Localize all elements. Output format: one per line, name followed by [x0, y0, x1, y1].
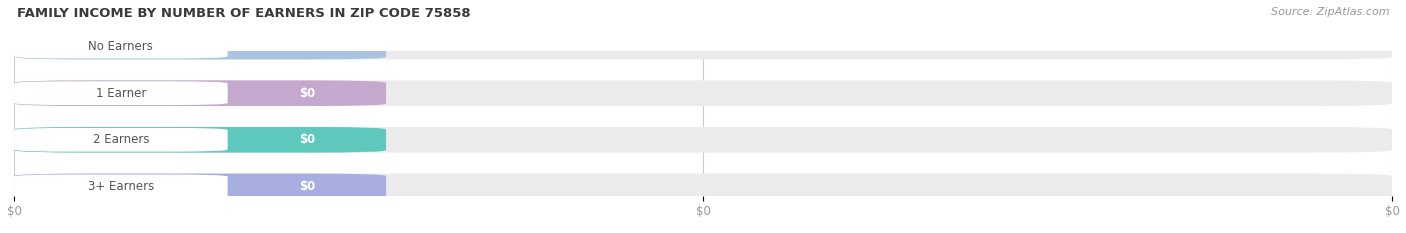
Text: 1 Earner: 1 Earner — [96, 87, 146, 100]
FancyBboxPatch shape — [14, 34, 387, 59]
FancyBboxPatch shape — [14, 175, 228, 198]
FancyBboxPatch shape — [14, 128, 228, 152]
FancyBboxPatch shape — [14, 127, 387, 153]
Text: No Earners: No Earners — [89, 40, 153, 53]
FancyBboxPatch shape — [14, 34, 1392, 59]
Text: $0: $0 — [298, 40, 315, 53]
FancyBboxPatch shape — [14, 80, 387, 106]
FancyBboxPatch shape — [14, 174, 387, 199]
FancyBboxPatch shape — [14, 81, 228, 105]
FancyBboxPatch shape — [14, 127, 1392, 153]
FancyBboxPatch shape — [14, 174, 1392, 199]
Text: $0: $0 — [298, 87, 315, 100]
Text: Source: ZipAtlas.com: Source: ZipAtlas.com — [1271, 7, 1389, 17]
Text: FAMILY INCOME BY NUMBER OF EARNERS IN ZIP CODE 75858: FAMILY INCOME BY NUMBER OF EARNERS IN ZI… — [17, 7, 471, 20]
Text: 3+ Earners: 3+ Earners — [87, 180, 155, 193]
Text: 2 Earners: 2 Earners — [93, 133, 149, 146]
Text: $0: $0 — [298, 133, 315, 146]
Text: $0: $0 — [298, 180, 315, 193]
FancyBboxPatch shape — [14, 80, 1392, 106]
FancyBboxPatch shape — [14, 35, 228, 58]
